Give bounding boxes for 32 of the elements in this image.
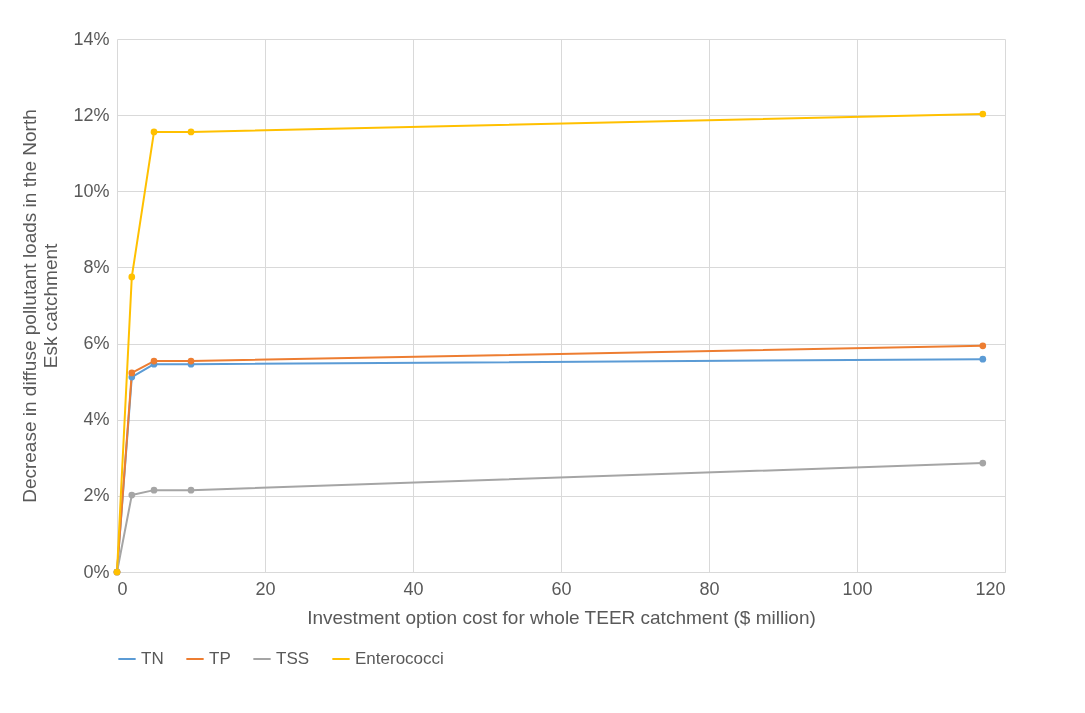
y-tick-label: 2%: [83, 485, 110, 506]
point: [128, 273, 136, 281]
point: [979, 459, 987, 467]
y-tick-label: 0%: [83, 561, 110, 582]
point: [128, 491, 136, 499]
x-tick-label: 60: [551, 578, 572, 599]
x-axis-title: Investment option cost for whole TEER catchment ($ million): [307, 606, 816, 628]
legend-label: TP: [209, 649, 231, 668]
y-tick-label: 4%: [83, 409, 110, 430]
legend-label: TSS: [276, 649, 310, 668]
y-tick-label: 6%: [83, 333, 110, 354]
point: [187, 486, 195, 494]
point: [979, 355, 987, 363]
y-tick-label: 8%: [83, 256, 110, 277]
x-tick-label: 0: [117, 578, 128, 599]
y-tick-label: 14%: [73, 28, 110, 49]
y-axis-title: Decrease in diffuse pollutant loads in the North Esk catchment: [19, 109, 62, 503]
legend-label: TN: [141, 649, 164, 668]
point: [150, 486, 158, 494]
legend-label: Enterococci: [355, 649, 444, 668]
x-tick-label: 80: [699, 578, 720, 599]
y-tick-label: 10%: [73, 180, 110, 201]
point: [187, 128, 195, 136]
point: [150, 128, 158, 136]
point: [979, 342, 987, 350]
point: [979, 110, 987, 118]
x-tick-label: 120: [975, 578, 1006, 599]
x-tick-label: 100: [842, 578, 873, 599]
point: [128, 369, 136, 377]
y-tick-label: 12%: [73, 104, 110, 125]
x-tick-label: 40: [403, 578, 424, 599]
x-tick-label: 20: [255, 578, 276, 599]
